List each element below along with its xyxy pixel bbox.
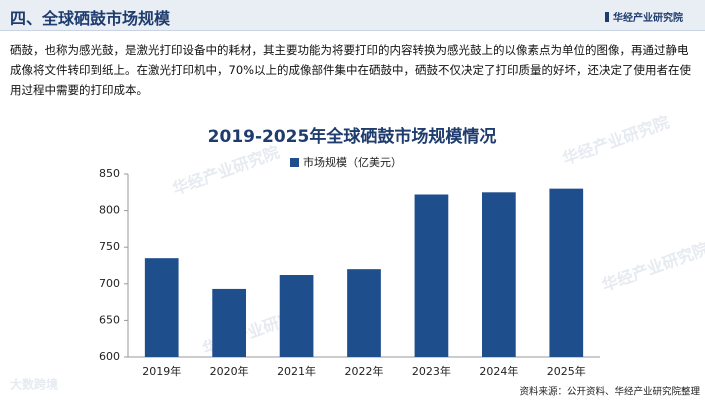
- header: 四、全球硒鼓市场规模 华经产业研究院: [0, 0, 705, 31]
- y-tick-label: 850: [99, 167, 120, 180]
- watermark: 大数跨境: [10, 377, 58, 392]
- watermark: 华经产业研究院: [599, 239, 705, 295]
- bar: [212, 288, 246, 357]
- x-tick-label: 2021年: [277, 364, 316, 378]
- source: 资料来源：公开资料、华经产业研究院整理: [519, 386, 700, 398]
- x-tick-label: 2024年: [479, 364, 518, 378]
- watermark: 华经产业研究院: [560, 112, 672, 168]
- y-tick-label: 750: [99, 240, 120, 253]
- y-tick-label: 650: [99, 313, 120, 326]
- paragraph: 硒鼓，也称为感光鼓，是激光打印设备中的耗材，其主要功能为将要打印的内容转换为感光…: [10, 43, 692, 97]
- y-tick-label: 800: [99, 204, 120, 217]
- legend-label: 市场规模（亿美元）: [303, 155, 402, 169]
- y-tick-label: 600: [99, 350, 120, 363]
- x-tick-label: 2020年: [210, 364, 249, 378]
- y-tick-label: 700: [99, 277, 120, 290]
- x-tick-label: 2019年: [142, 364, 181, 378]
- chart-title: 2019-2025年全球硒鼓市场规模情况: [208, 126, 497, 147]
- legend-swatch: [290, 158, 299, 167]
- x-tick-label: 2023年: [412, 364, 451, 378]
- bar: [414, 194, 449, 357]
- x-tick-label: 2022年: [345, 364, 384, 378]
- bar: [549, 188, 584, 357]
- header-title: 四、全球硒鼓市场规模: [10, 9, 171, 28]
- bar: [144, 258, 179, 357]
- bar: [279, 275, 314, 357]
- bar: [347, 269, 381, 357]
- watermark: 华经产业研究院: [170, 142, 282, 198]
- x-tick-label: 2025年: [547, 364, 586, 378]
- logo: 华经产业研究院: [605, 9, 683, 24]
- bar: [482, 192, 516, 357]
